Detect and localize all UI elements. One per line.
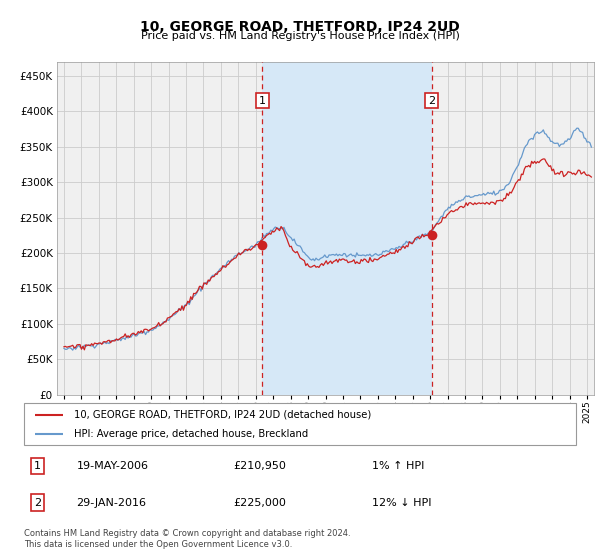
Text: 10, GEORGE ROAD, THETFORD, IP24 2UD: 10, GEORGE ROAD, THETFORD, IP24 2UD [140, 20, 460, 34]
Text: 1: 1 [259, 96, 266, 106]
Text: Price paid vs. HM Land Registry's House Price Index (HPI): Price paid vs. HM Land Registry's House … [140, 31, 460, 41]
Text: Contains HM Land Registry data © Crown copyright and database right 2024.
This d: Contains HM Land Registry data © Crown c… [24, 529, 350, 549]
Bar [262, 62, 431, 395]
Text: £225,000: £225,000 [234, 498, 287, 507]
FancyBboxPatch shape [24, 403, 576, 445]
Text: 2: 2 [428, 96, 435, 106]
Text: 29-JAN-2016: 29-JAN-2016 [76, 498, 146, 507]
Text: 2: 2 [34, 498, 41, 507]
Text: 1: 1 [34, 461, 41, 471]
Text: 1% ↑ HPI: 1% ↑ HPI [372, 461, 424, 471]
Text: 12% ↓ HPI: 12% ↓ HPI [372, 498, 431, 507]
Text: 19-MAY-2006: 19-MAY-2006 [76, 461, 148, 471]
Text: £210,950: £210,950 [234, 461, 287, 471]
Text: HPI: Average price, detached house, Breckland: HPI: Average price, detached house, Brec… [74, 429, 308, 439]
Text: 10, GEORGE ROAD, THETFORD, IP24 2UD (detached house): 10, GEORGE ROAD, THETFORD, IP24 2UD (det… [74, 409, 371, 419]
